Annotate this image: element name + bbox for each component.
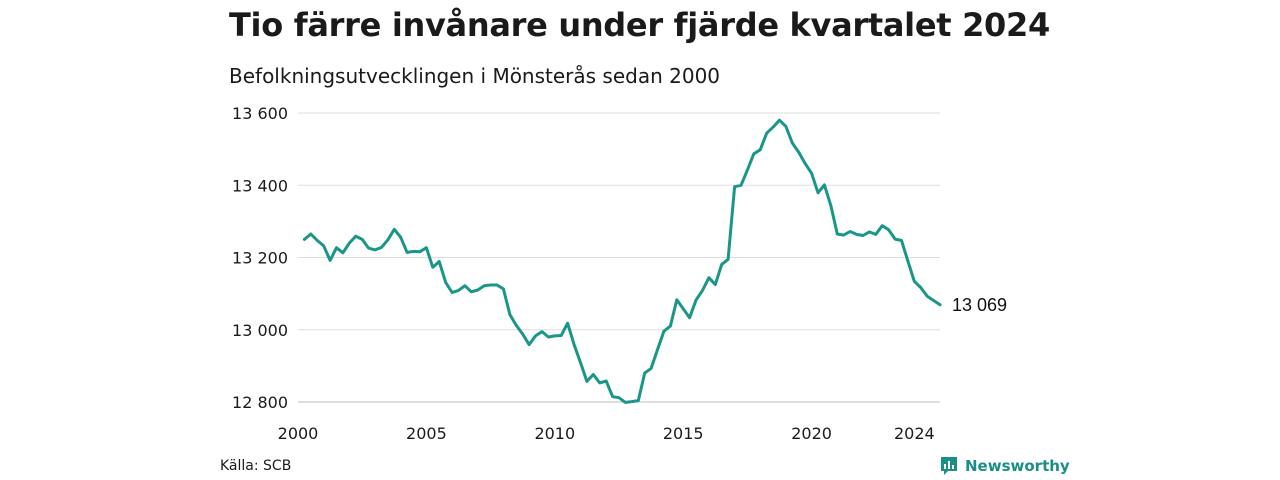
source-note: Källa: SCB [220,458,292,474]
y-tick-label: 12 800 [232,393,288,412]
newsworthy-chart-icon [941,457,957,475]
chart-title: Tio färre invånare under fjärde kvartale… [229,6,1050,44]
end-label-layer: 13 069 [952,295,1007,315]
y-tick-label: 13 200 [232,249,288,268]
y-tick-label: 13 600 [232,104,288,123]
x-tick-label: 2005 [406,424,447,443]
x-tick-label: 2015 [663,424,704,443]
y-tick-label: 13 400 [232,176,288,195]
x-axis-ticks: 2000 2005 2010 2015 2020 2024 [278,424,935,443]
series-line [302,118,942,404]
end-value-label: 13 069 [952,295,1007,315]
series-layer [302,118,942,404]
x-tick-label: 2024 [894,424,935,443]
chart-subtitle: Befolkningsutvecklingen i Mönsterås seda… [229,64,721,88]
brand-logo[interactable]: Newsworthy [939,456,1070,476]
x-tick-label: 2010 [534,424,575,443]
y-tick-label: 13 000 [232,321,288,340]
x-tick-label: 2020 [791,424,832,443]
y-axis-ticks: 12 800 13 000 13 200 13 400 13 600 [232,104,288,412]
brand-name: Newsworthy [965,457,1070,475]
gridlines [298,112,940,403]
x-tick-label: 2000 [278,424,319,443]
